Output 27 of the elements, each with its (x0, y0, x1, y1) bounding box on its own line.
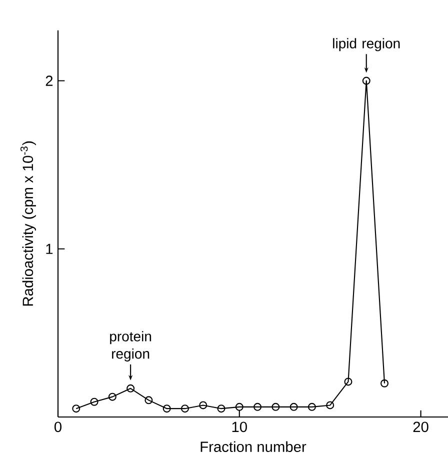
annotation: lipid region (333, 38, 400, 52)
point (254, 402, 262, 411)
point (90, 398, 98, 406)
point (180, 404, 189, 413)
point (108, 392, 116, 401)
point (126, 384, 135, 392)
point (162, 404, 171, 413)
y-tick-label: 1 (46, 244, 53, 254)
point (144, 396, 153, 404)
point (308, 402, 316, 411)
x-tick-label: 0 (54, 422, 62, 432)
point (290, 402, 298, 411)
y-axis-title: Radioactivity (cpm x 10$^{-3}$) (20, 141, 36, 306)
x-axis-title: Fraction number (200, 441, 306, 452)
point (362, 76, 370, 85)
annotation: protein region (110, 331, 152, 362)
point (199, 401, 208, 410)
point (272, 402, 280, 411)
point (235, 402, 244, 411)
point (344, 378, 352, 386)
point (217, 404, 226, 413)
x-tick-label: 10 (232, 422, 247, 432)
point (72, 404, 80, 413)
y-tick-label: 2 (46, 76, 53, 86)
point (326, 401, 334, 410)
x-tick-label: 20 (413, 422, 428, 432)
point (380, 379, 389, 388)
